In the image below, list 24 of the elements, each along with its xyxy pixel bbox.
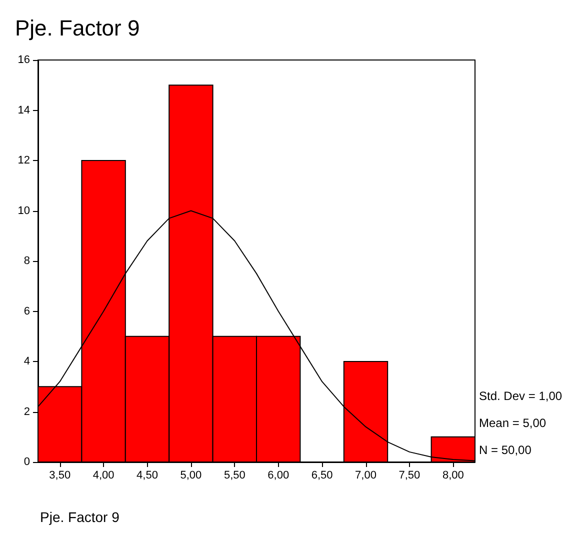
x-tick-label: 8,00 xyxy=(442,470,464,482)
y-tick-label: 0 xyxy=(24,456,30,468)
x-axis-title: Pje. Factor 9 xyxy=(40,509,120,525)
x-tick-label: 5,50 xyxy=(224,470,246,482)
x-tick-label: 4,00 xyxy=(92,470,114,482)
y-tick-label: 14 xyxy=(18,104,30,116)
x-tick-label: 3,50 xyxy=(49,470,71,482)
y-tick-label: 2 xyxy=(24,406,30,418)
chart-title: Pje. Factor 9 xyxy=(15,16,140,40)
text: N = 50,00 xyxy=(479,443,532,457)
y-tick-label: 4 xyxy=(24,356,30,368)
y-tick-label: 6 xyxy=(24,305,30,318)
text: Mean = 5,00 xyxy=(479,416,546,430)
x-tick-label: 6,00 xyxy=(268,470,290,482)
x-tick-label: 7,50 xyxy=(398,470,420,482)
y-tick-label: 10 xyxy=(18,204,30,217)
y-tick-label: 8 xyxy=(24,255,30,267)
x-tick-label: 6,50 xyxy=(311,470,333,482)
x-tick-label: 7,00 xyxy=(355,470,376,482)
y-tick-label: 12 xyxy=(18,154,30,166)
x-tick-label: 5,00 xyxy=(180,470,202,482)
text: Std. Dev = 1,00 xyxy=(479,389,562,403)
x-tick-label: 4,50 xyxy=(136,470,158,482)
y-tick-label: 16 xyxy=(18,54,30,66)
